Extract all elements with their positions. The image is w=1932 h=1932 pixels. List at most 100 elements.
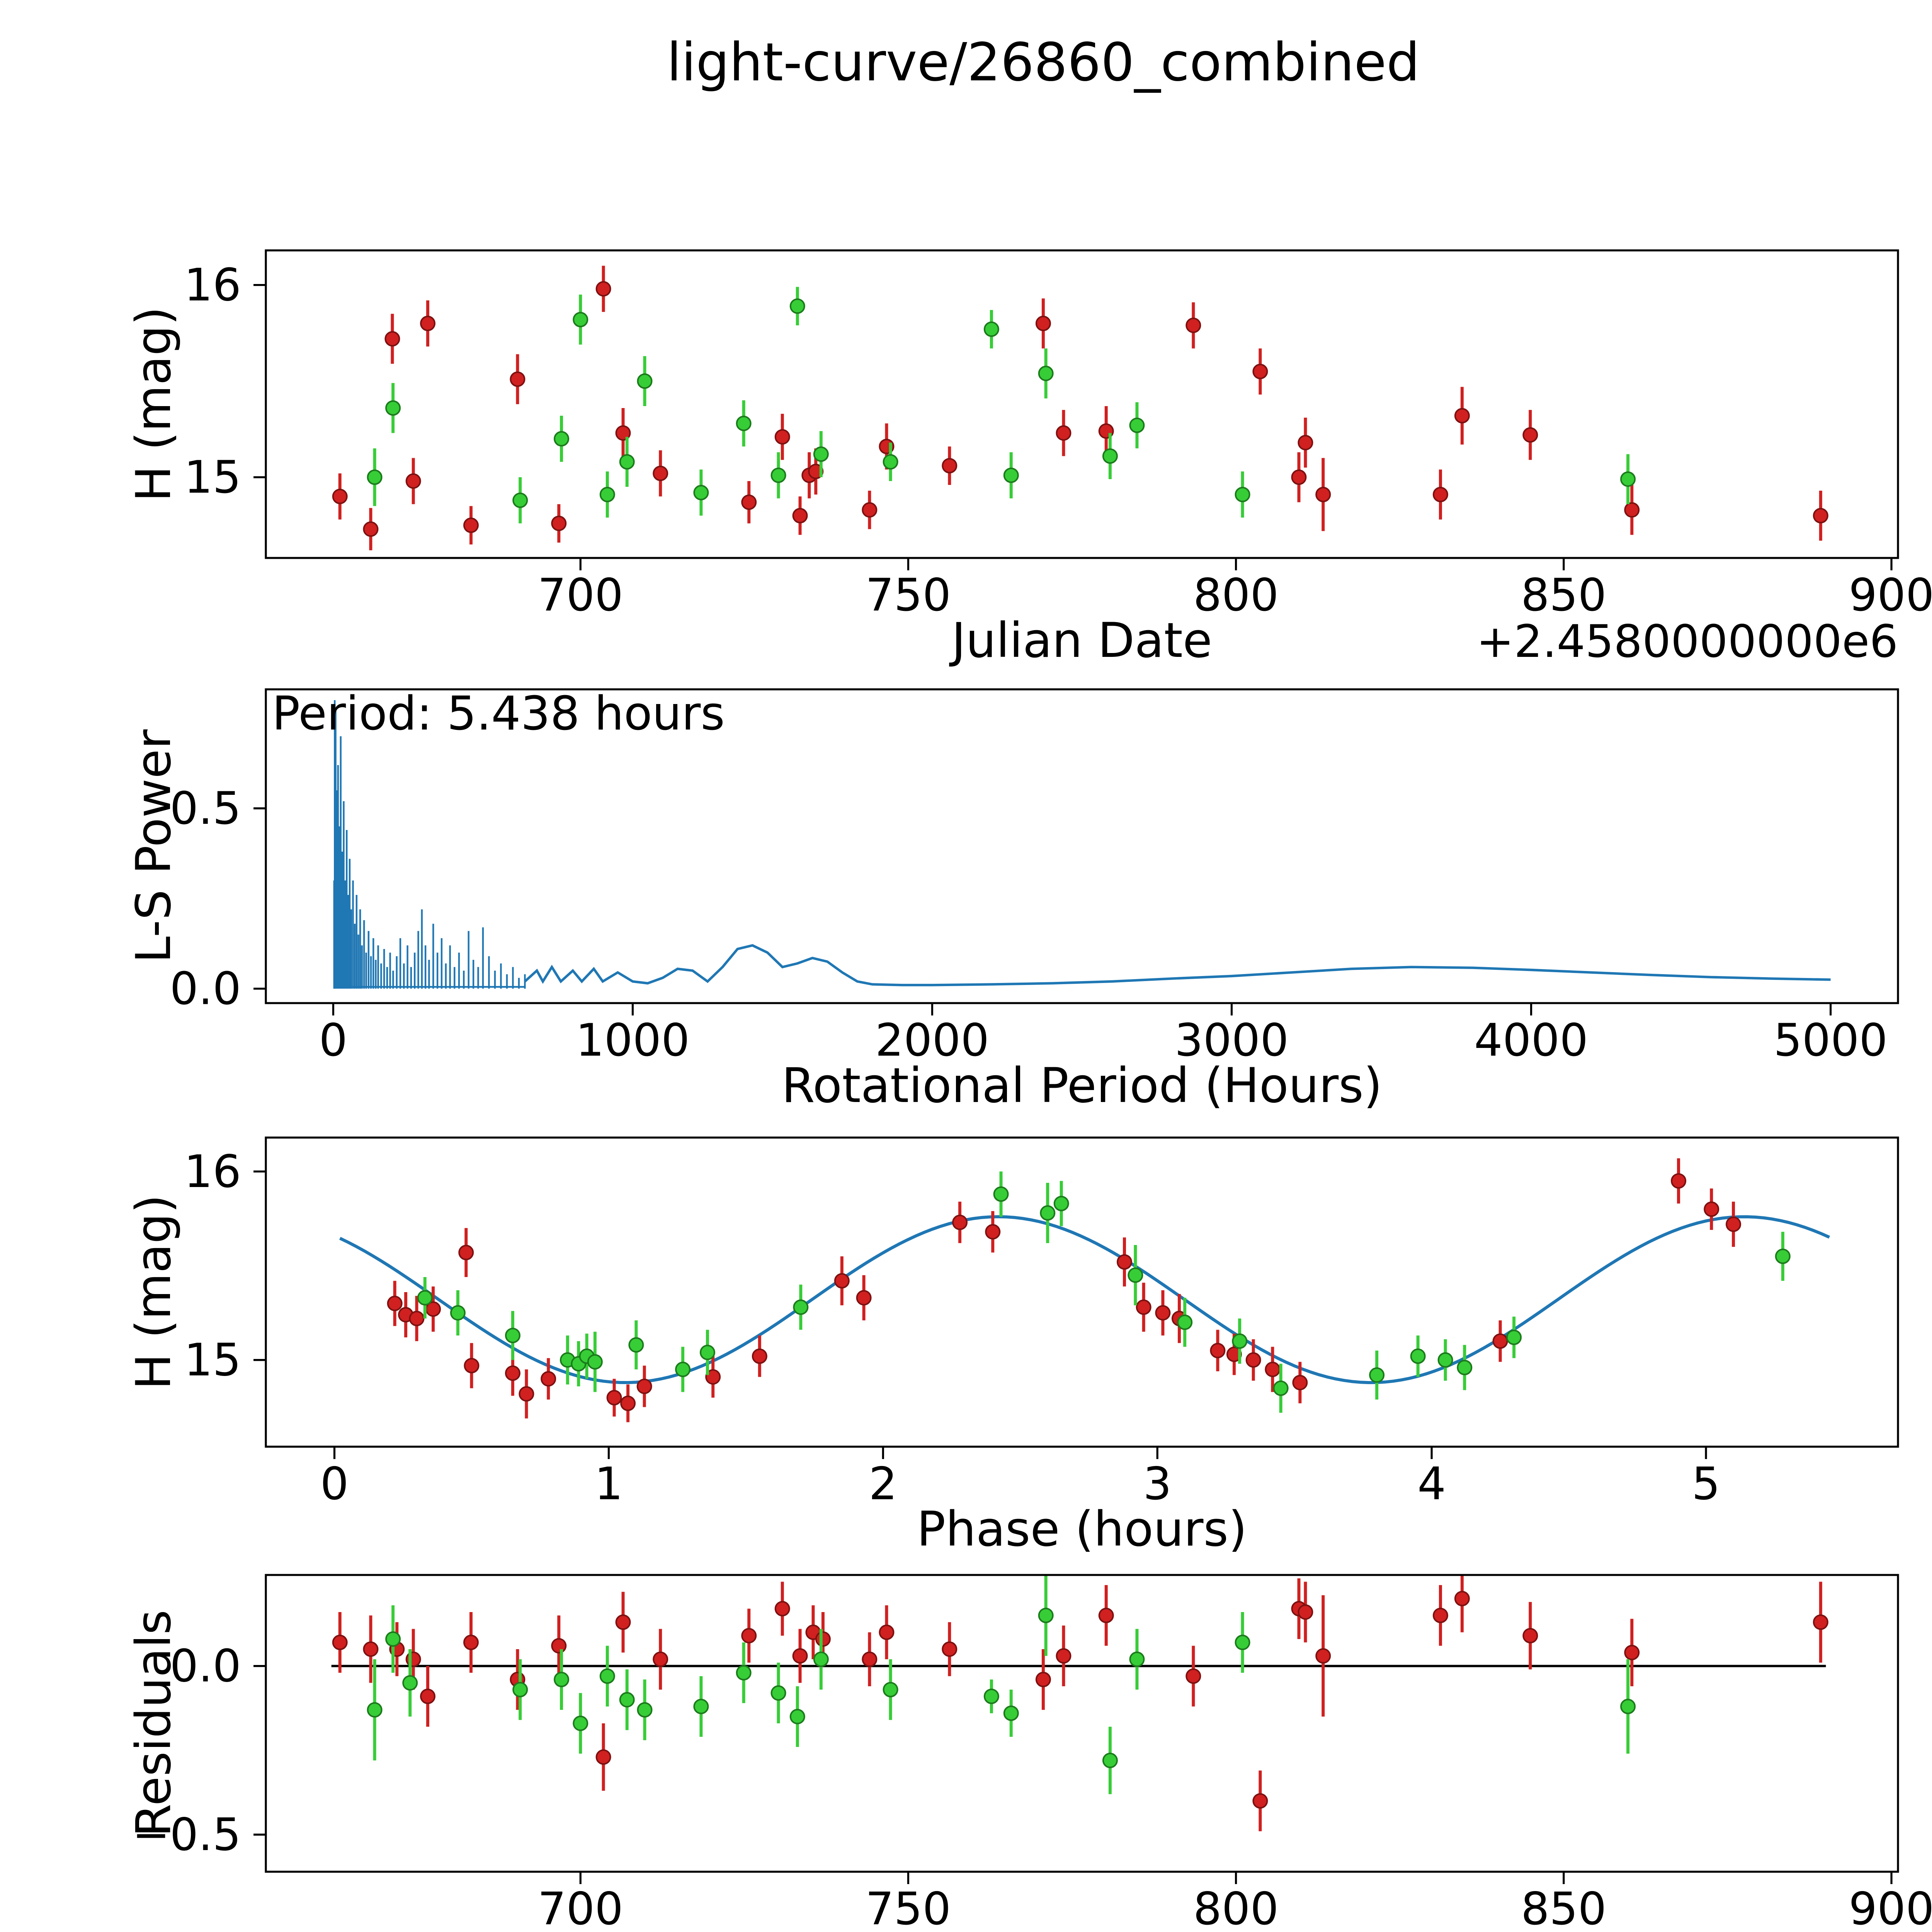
data-point-green xyxy=(770,1685,786,1701)
data-point-red xyxy=(1704,1201,1719,1217)
data-point-red xyxy=(551,1638,567,1654)
panel-residuals: 700 750 800 850 900 −0.5 0.0 Julian Date +2.4580… xyxy=(126,1574,1932,1932)
data-point-green xyxy=(599,1668,615,1684)
data-point-red xyxy=(1726,1216,1742,1232)
data-point-red xyxy=(741,494,757,510)
data-point-red xyxy=(1117,1254,1133,1270)
data-point-green xyxy=(883,1682,898,1697)
data-point-green xyxy=(789,1709,805,1725)
x-tick-label: 2 xyxy=(869,1458,897,1510)
y-tick-label: 0.0 xyxy=(170,1640,241,1692)
data-point-green xyxy=(1102,1753,1118,1768)
data-point-green xyxy=(367,469,383,485)
data-point-red xyxy=(384,331,400,347)
data-point-red xyxy=(1492,1333,1508,1349)
data-point-red xyxy=(1252,364,1268,379)
y-axis-label: H (mag) xyxy=(126,1195,182,1390)
data-point-red xyxy=(463,1634,479,1650)
data-point-red xyxy=(1671,1173,1687,1189)
data-point-green xyxy=(1620,1699,1636,1714)
data-point-green xyxy=(736,1665,752,1681)
x-tick-label: 850 xyxy=(1521,569,1606,621)
period-annotation: Period: 5.438 hours xyxy=(272,687,725,741)
data-point-green xyxy=(512,492,528,508)
data-point-red xyxy=(405,1651,421,1667)
data-point-green xyxy=(813,1651,829,1667)
data-point-green xyxy=(736,415,752,431)
x-tick-label: 900 xyxy=(1849,569,1932,621)
data-point-green xyxy=(619,1692,635,1708)
data-point-green xyxy=(402,1675,418,1691)
data-point-red xyxy=(595,1749,611,1765)
data-point-red xyxy=(1056,1648,1071,1664)
x-axis-label: Phase (hours) xyxy=(917,1502,1247,1557)
data-point-red xyxy=(1056,425,1071,441)
panel-content-residuals xyxy=(331,1575,1828,1832)
data-point-red xyxy=(636,1378,652,1394)
data-point-red xyxy=(519,1386,534,1402)
y-axis-label: Residuals xyxy=(126,1610,182,1837)
data-point-red xyxy=(856,1290,872,1306)
x-tick-label: 4 xyxy=(1417,1458,1446,1510)
data-point-green xyxy=(1038,1607,1054,1623)
data-point-green xyxy=(1273,1380,1289,1396)
data-point-red xyxy=(792,508,808,524)
x-tick-label: 700 xyxy=(538,569,623,621)
data-point-red xyxy=(1245,1352,1261,1368)
data-point-red xyxy=(1315,1648,1331,1664)
data-point-green xyxy=(628,1337,644,1353)
x-axis-label: Julian Date xyxy=(949,613,1212,668)
data-point-red xyxy=(510,371,526,387)
series-red xyxy=(387,1158,1742,1422)
x-offset-label: +2.4580000000e6 xyxy=(1476,616,1898,668)
data-point-red xyxy=(332,488,348,504)
periodogram-curve xyxy=(524,944,1831,986)
data-point-red xyxy=(1813,508,1828,524)
data-point-green xyxy=(699,1345,715,1361)
data-point-red xyxy=(1813,1614,1828,1630)
data-point-red xyxy=(1155,1305,1171,1321)
data-point-red xyxy=(405,473,421,489)
data-point-red xyxy=(505,1365,520,1381)
x-tick-label: 850 xyxy=(1521,1883,1606,1932)
data-point-green xyxy=(1235,1634,1250,1650)
data-point-red xyxy=(942,1641,957,1657)
x-tick-label: 750 xyxy=(866,1883,951,1932)
data-point-green xyxy=(573,312,588,328)
y-tick-label: 15 xyxy=(184,451,241,503)
x-tick-label: 1000 xyxy=(576,1014,690,1066)
data-point-red xyxy=(1298,435,1313,451)
data-point-green xyxy=(983,321,999,337)
data-point-green xyxy=(1053,1196,1069,1211)
data-point-red xyxy=(463,517,479,533)
data-point-red xyxy=(985,1224,1001,1240)
data-point-red xyxy=(1292,1375,1308,1391)
data-point-green xyxy=(983,1689,999,1704)
data-point-red xyxy=(1136,1299,1151,1315)
axes-spines xyxy=(265,249,1899,559)
data-point-red xyxy=(615,1614,631,1630)
data-point-green xyxy=(693,1699,709,1714)
data-point-red xyxy=(458,1245,474,1260)
data-point-red xyxy=(862,1651,878,1667)
panel-periodogram: 0 1000 2000 3000 4000 5000 0.0 0.5 Rotational Pe… xyxy=(126,687,1899,1114)
data-point-green xyxy=(1620,471,1636,487)
data-point-red xyxy=(1291,469,1307,485)
data-point-green xyxy=(385,1631,401,1647)
data-point-green xyxy=(1003,468,1019,483)
data-point-green xyxy=(385,400,401,416)
series-green xyxy=(367,1575,1636,1794)
data-point-green xyxy=(573,1716,588,1731)
y-tick-label: 15 xyxy=(184,1334,241,1386)
data-point-red xyxy=(420,316,436,332)
data-point-green xyxy=(1102,448,1118,464)
data-point-green xyxy=(619,454,635,470)
x-axis-label: Rotational Period (Hours) xyxy=(782,1058,1383,1114)
data-point-green xyxy=(993,1186,1009,1202)
y-tick-label: 0.0 xyxy=(170,963,241,1015)
data-point-green xyxy=(417,1290,433,1306)
y-axis-label: L-S Power xyxy=(126,730,182,963)
